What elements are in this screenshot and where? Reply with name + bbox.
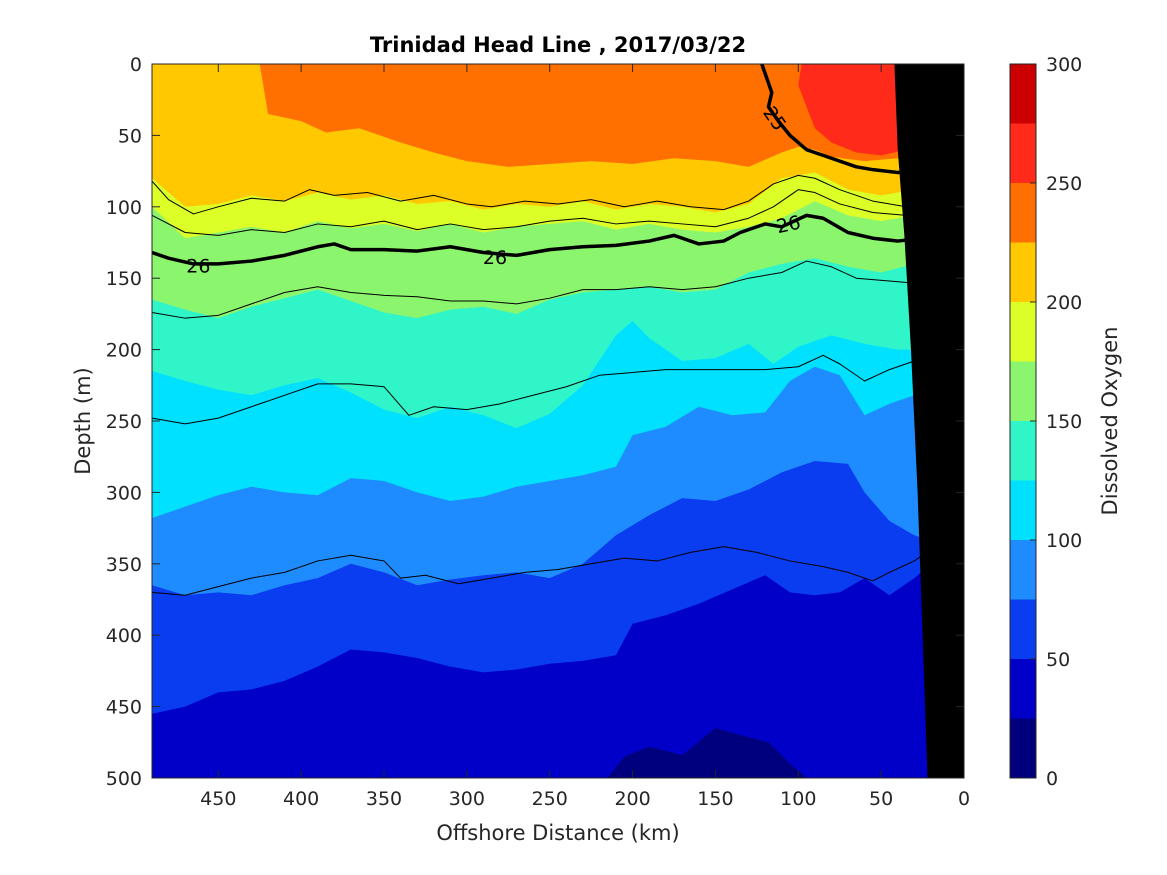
density-isoline-25.5 xyxy=(152,174,945,215)
y-tick-label-150: 150 xyxy=(106,268,142,290)
colorbar-tick-label-250: 250 xyxy=(1046,173,1082,195)
density-label-2: 26 xyxy=(483,247,507,269)
density-isoline-layer xyxy=(152,64,945,596)
density-isoline-26.5 xyxy=(152,354,940,425)
y-tick-label-200: 200 xyxy=(106,340,142,362)
y-tick-label-350: 350 xyxy=(106,554,142,576)
chart-title: Trinidad Head Line , 2017/03/22 xyxy=(370,33,746,57)
colorbar-swatch-150 xyxy=(1010,361,1036,421)
density-isoline-26.2 xyxy=(152,260,945,319)
x-tick-label-300: 300 xyxy=(449,788,485,810)
colorbar-tick-label-100: 100 xyxy=(1046,530,1082,552)
density-isoline-25 xyxy=(760,64,945,175)
y-tick-label-250: 250 xyxy=(106,411,142,433)
colorbar-swatch-50 xyxy=(1010,599,1036,659)
x-tick-label-50: 50 xyxy=(869,788,893,810)
colorbar-swatch-75 xyxy=(1010,540,1036,600)
x-tick-label-0: 0 xyxy=(958,788,970,810)
colorbar-tick-label-150: 150 xyxy=(1046,411,1082,433)
colorbar-tick-label-0: 0 xyxy=(1046,768,1058,790)
x-tick-label-100: 100 xyxy=(780,788,816,810)
density-isoline-25.7 xyxy=(152,189,945,236)
colorbar-swatch-25 xyxy=(1010,659,1036,719)
colorbar-tick-label-300: 300 xyxy=(1046,54,1082,76)
colorbar-swatch-200 xyxy=(1010,242,1036,302)
colorbar-swatch-0 xyxy=(1010,718,1036,778)
colorbar: 0 50 100 150 200 250 300 xyxy=(1009,54,1082,790)
x-axis-label: Offshore Distance (km) xyxy=(436,821,679,845)
density-label-3: 26 xyxy=(774,212,802,239)
oxygen-band-250 xyxy=(798,64,918,156)
y-tick-label-0: 0 xyxy=(130,54,142,76)
colorbar-swatch-275 xyxy=(1010,64,1036,124)
y-axis: 0 50 100 150 200 250 300 350 400 450 500 xyxy=(106,54,964,790)
oxygen-fill-layer xyxy=(152,64,964,778)
x-tick-label-450: 450 xyxy=(200,788,236,810)
x-tick-label-350: 350 xyxy=(366,788,402,810)
x-axis: 450 400 350 300 250 200 150 100 50 0 xyxy=(200,64,970,810)
oxygen-band-0 xyxy=(607,728,807,778)
colorbar-label: Dissolved Oxygen xyxy=(1098,327,1122,516)
colorbar-swatch-250 xyxy=(1010,123,1036,183)
density-label-1: 26 xyxy=(186,255,210,277)
oxygen-band-225 xyxy=(152,64,964,167)
density-isoline-26 xyxy=(152,213,945,266)
y-tick-label-300: 300 xyxy=(106,482,142,504)
x-tick-label-400: 400 xyxy=(283,788,319,810)
y-tick-label-100: 100 xyxy=(106,197,142,219)
y-tick-label-450: 450 xyxy=(106,697,142,719)
topography-mask xyxy=(894,64,964,778)
colorbar-swatch-100 xyxy=(1010,480,1036,540)
colorbar-swatch-125 xyxy=(1010,421,1036,481)
colorbar-swatch-225 xyxy=(1010,183,1036,243)
x-tick-label-250: 250 xyxy=(532,788,568,810)
density-isoline-26.7 xyxy=(152,546,932,596)
colorbar-tick-label-50: 50 xyxy=(1046,649,1070,671)
colorbar-swatch-175 xyxy=(1010,302,1036,362)
colorbar-tick-label-200: 200 xyxy=(1046,292,1082,314)
x-tick-label-200: 200 xyxy=(614,788,650,810)
y-axis-label: Depth (m) xyxy=(71,367,95,474)
y-tick-label-500: 500 xyxy=(106,768,142,790)
y-tick-label-50: 50 xyxy=(118,125,142,147)
y-tick-label-400: 400 xyxy=(106,625,142,647)
x-tick-label-150: 150 xyxy=(697,788,733,810)
